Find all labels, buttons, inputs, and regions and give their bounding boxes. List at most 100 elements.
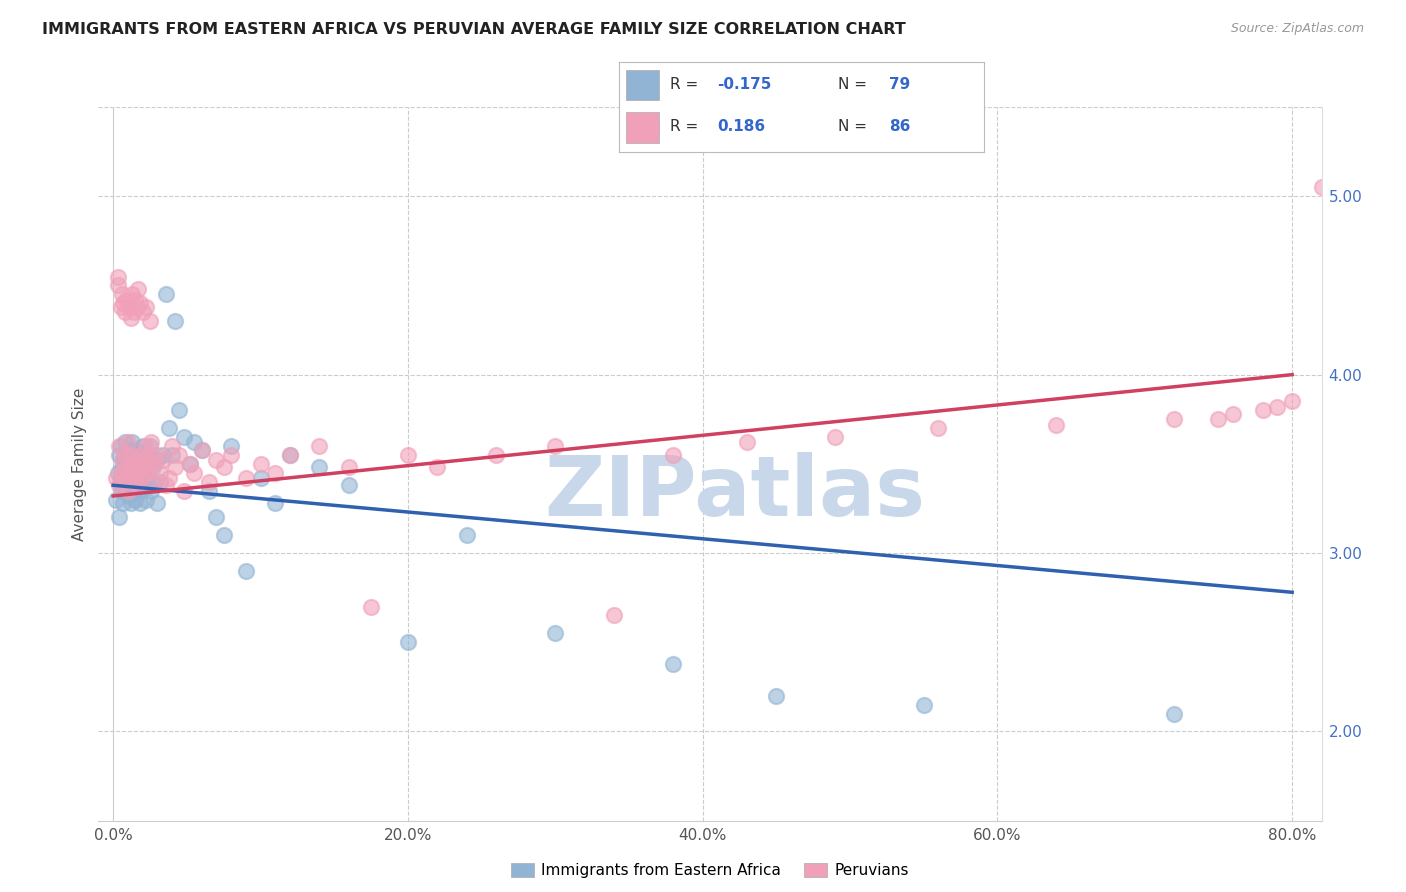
Point bbox=[139, 460, 162, 475]
Text: 86: 86 bbox=[889, 120, 911, 134]
Point bbox=[183, 466, 205, 480]
Point bbox=[146, 496, 169, 510]
Point bbox=[190, 442, 212, 457]
Point bbox=[165, 314, 187, 328]
Point bbox=[136, 448, 159, 462]
Point bbox=[157, 421, 180, 435]
Point bbox=[396, 448, 419, 462]
Point bbox=[136, 466, 159, 480]
Point bbox=[173, 483, 195, 498]
Point bbox=[114, 475, 136, 489]
Point bbox=[135, 492, 157, 507]
Text: 0.186: 0.186 bbox=[717, 120, 765, 134]
Legend: Immigrants from Eastern Africa, Peruvians: Immigrants from Eastern Africa, Peruvian… bbox=[505, 857, 915, 884]
Text: -0.175: -0.175 bbox=[717, 78, 772, 92]
Point bbox=[108, 439, 131, 453]
Point bbox=[110, 466, 132, 480]
Point bbox=[132, 453, 155, 467]
Point bbox=[125, 300, 148, 314]
Point bbox=[219, 439, 242, 453]
Point bbox=[115, 466, 138, 480]
Point bbox=[120, 448, 142, 462]
Point bbox=[139, 439, 162, 453]
Point bbox=[124, 453, 146, 467]
Point bbox=[141, 483, 163, 498]
Point bbox=[190, 442, 212, 457]
Point bbox=[127, 448, 149, 462]
Point bbox=[114, 435, 136, 450]
Text: 79: 79 bbox=[889, 78, 911, 92]
Point bbox=[765, 689, 787, 703]
Point bbox=[125, 478, 148, 492]
Point bbox=[115, 483, 138, 498]
Point bbox=[110, 471, 132, 485]
Point bbox=[912, 698, 935, 712]
Text: R =: R = bbox=[669, 78, 703, 92]
Point bbox=[121, 460, 143, 475]
Point bbox=[179, 457, 201, 471]
Point bbox=[111, 483, 134, 498]
Point bbox=[146, 448, 169, 462]
Point bbox=[125, 457, 148, 471]
Point bbox=[1163, 412, 1185, 426]
Point bbox=[117, 435, 139, 450]
Point bbox=[143, 478, 166, 492]
Point bbox=[115, 293, 138, 307]
Point bbox=[662, 448, 685, 462]
Point bbox=[117, 442, 139, 457]
Point bbox=[308, 439, 330, 453]
Point bbox=[155, 287, 177, 301]
Point bbox=[117, 457, 139, 471]
Point bbox=[118, 489, 141, 503]
Point bbox=[124, 293, 146, 307]
Point bbox=[122, 475, 145, 489]
Point bbox=[122, 453, 145, 467]
Point bbox=[205, 510, 228, 524]
Point bbox=[179, 457, 201, 471]
Point bbox=[824, 430, 846, 444]
Point bbox=[110, 300, 132, 314]
Point bbox=[219, 448, 242, 462]
Point bbox=[1267, 400, 1289, 414]
Point bbox=[131, 305, 153, 319]
Point bbox=[1208, 412, 1230, 426]
Point bbox=[264, 466, 287, 480]
Point bbox=[160, 448, 183, 462]
Point bbox=[1251, 403, 1274, 417]
Point bbox=[337, 478, 360, 492]
Point bbox=[278, 448, 301, 462]
Point bbox=[122, 483, 145, 498]
Point bbox=[198, 475, 221, 489]
Text: R =: R = bbox=[669, 120, 703, 134]
Point bbox=[278, 448, 301, 462]
Point bbox=[212, 460, 235, 475]
Point bbox=[735, 435, 758, 450]
Point bbox=[183, 435, 205, 450]
Point bbox=[107, 466, 129, 480]
Text: Source: ZipAtlas.com: Source: ZipAtlas.com bbox=[1230, 22, 1364, 36]
Point bbox=[108, 448, 131, 462]
Point bbox=[136, 471, 159, 485]
Point bbox=[249, 457, 271, 471]
Point bbox=[139, 314, 162, 328]
Point bbox=[426, 460, 449, 475]
Point bbox=[360, 599, 382, 614]
Point bbox=[485, 448, 508, 462]
Point bbox=[117, 483, 139, 498]
FancyBboxPatch shape bbox=[626, 112, 659, 143]
Point bbox=[131, 466, 153, 480]
Text: N =: N = bbox=[838, 78, 872, 92]
Point bbox=[131, 439, 153, 453]
Text: IMMIGRANTS FROM EASTERN AFRICA VS PERUVIAN AVERAGE FAMILY SIZE CORRELATION CHART: IMMIGRANTS FROM EASTERN AFRICA VS PERUVI… bbox=[42, 22, 905, 37]
Point bbox=[603, 608, 626, 623]
Point bbox=[132, 478, 155, 492]
Point bbox=[120, 496, 142, 510]
Point bbox=[152, 448, 174, 462]
Point bbox=[169, 403, 191, 417]
Point bbox=[135, 453, 157, 467]
Point bbox=[112, 475, 135, 489]
Y-axis label: Average Family Size: Average Family Size bbox=[72, 387, 87, 541]
Point bbox=[128, 496, 150, 510]
Point bbox=[129, 483, 152, 498]
Point bbox=[124, 442, 146, 457]
